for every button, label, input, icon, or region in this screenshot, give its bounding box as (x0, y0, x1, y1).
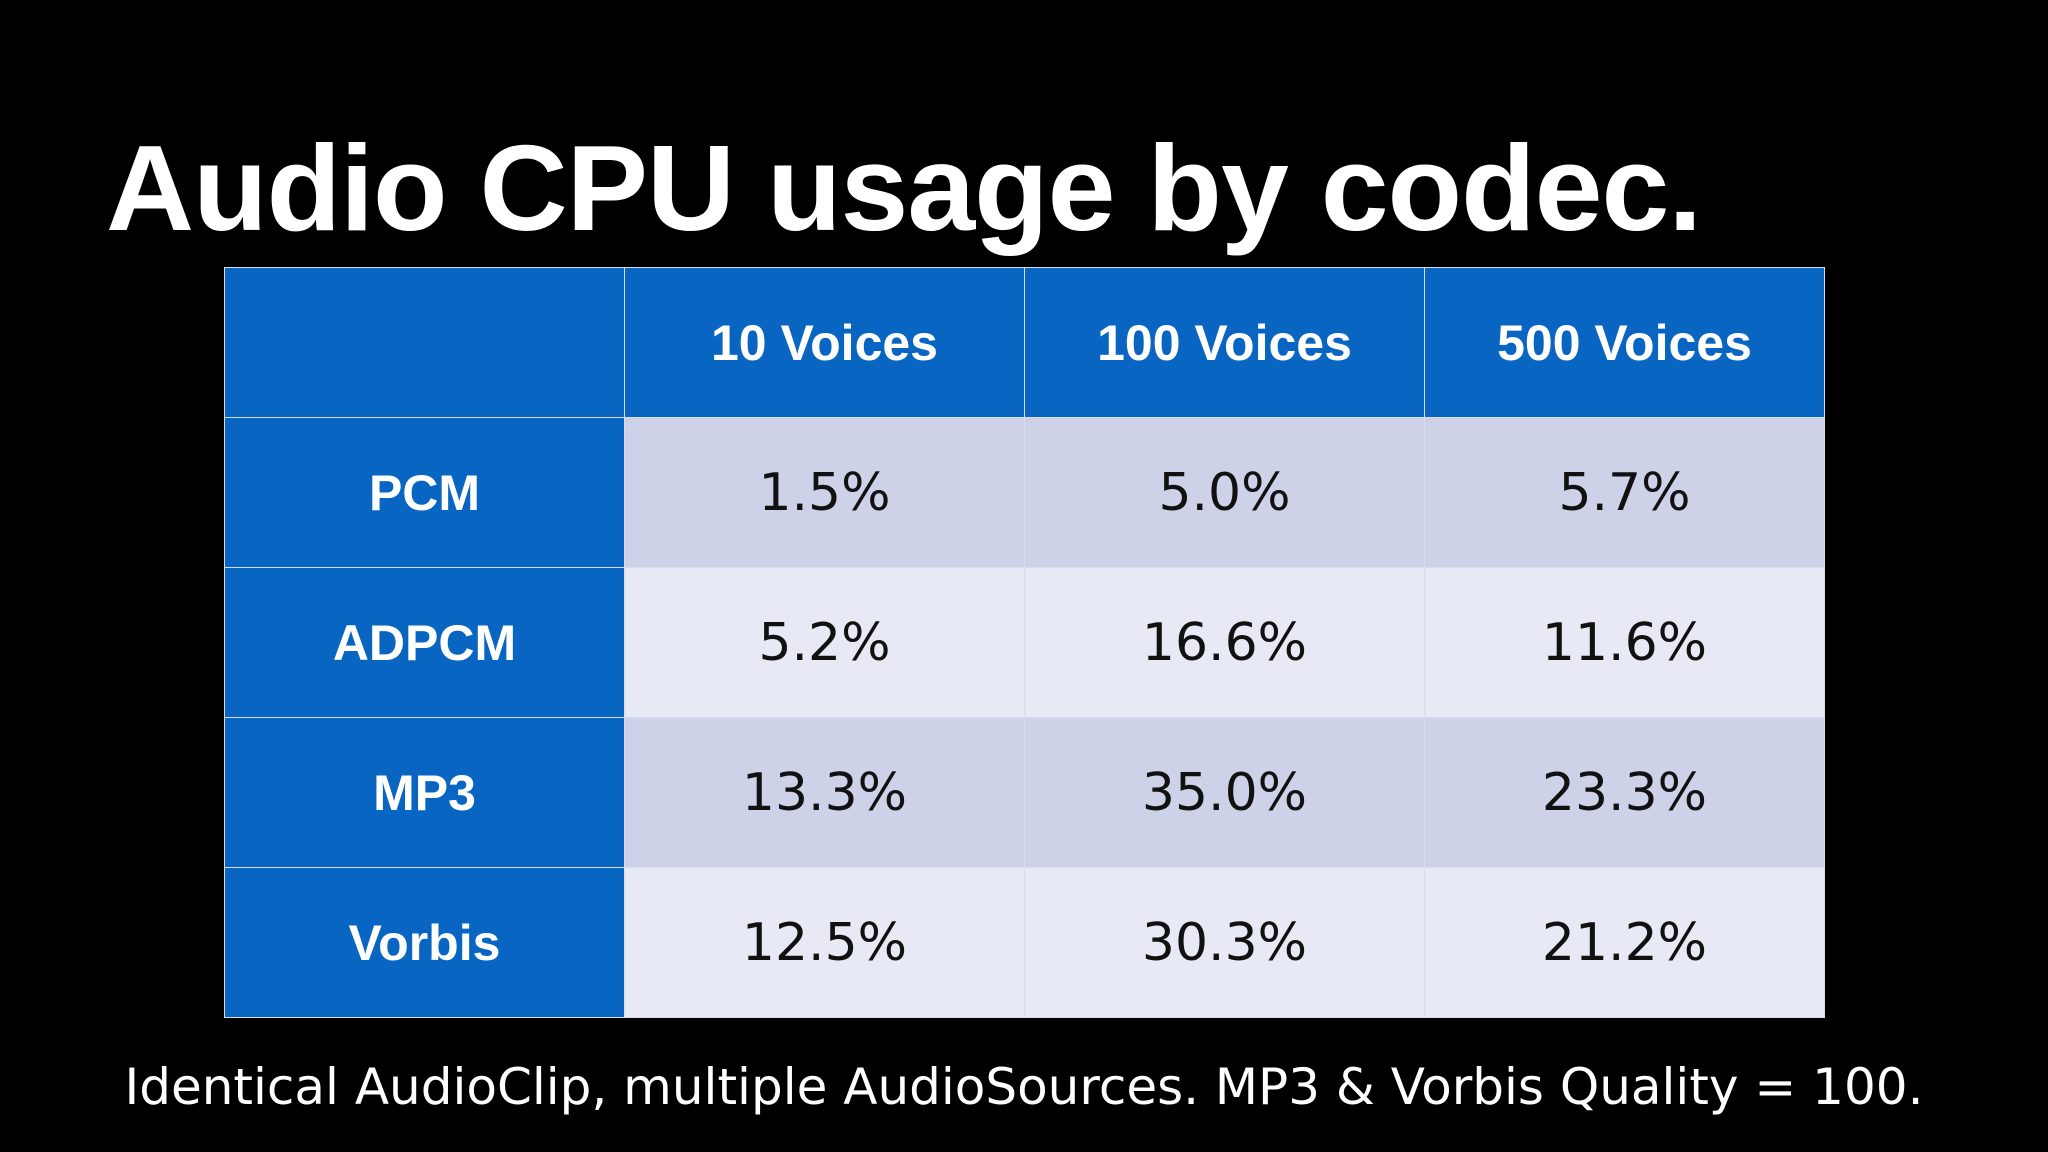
table-cell: 30.3% (1024, 867, 1425, 1018)
table-cell: 5.0% (1024, 417, 1425, 568)
header-corner-cell (224, 267, 625, 418)
row-label-pcm: PCM (224, 417, 625, 568)
cpu-usage-table: 10 Voices 100 Voices 500 Voices PCM 1.5%… (224, 267, 1825, 1018)
table-header-row: 10 Voices 100 Voices 500 Voices (224, 267, 1825, 418)
table-cell: 16.6% (1024, 567, 1425, 718)
row-label-adpcm: ADPCM (224, 567, 625, 718)
table-row-mp3: MP3 13.3% 35.0% 23.3% (224, 717, 1825, 868)
slide-footnote: Identical AudioClip, multiple AudioSourc… (124, 1058, 1924, 1116)
slide-title: Audio CPU usage by codec. (106, 120, 1702, 256)
table-row-vorbis: Vorbis 12.5% 30.3% 21.2% (224, 867, 1825, 1018)
table-row-pcm: PCM 1.5% 5.0% 5.7% (224, 417, 1825, 568)
column-header-100-voices: 100 Voices (1024, 267, 1425, 418)
table-cell: 5.7% (1424, 417, 1825, 568)
table-row-adpcm: ADPCM 5.2% 16.6% 11.6% (224, 567, 1825, 718)
table-cell: 35.0% (1024, 717, 1425, 868)
table-cell: 5.2% (624, 567, 1025, 718)
row-label-mp3: MP3 (224, 717, 625, 868)
table-cell: 11.6% (1424, 567, 1825, 718)
column-header-10-voices: 10 Voices (624, 267, 1025, 418)
table-cell: 12.5% (624, 867, 1025, 1018)
table-cell: 23.3% (1424, 717, 1825, 868)
row-label-vorbis: Vorbis (224, 867, 625, 1018)
table-cell: 21.2% (1424, 867, 1825, 1018)
column-header-500-voices: 500 Voices (1424, 267, 1825, 418)
table-cell: 13.3% (624, 717, 1025, 868)
table-cell: 1.5% (624, 417, 1025, 568)
